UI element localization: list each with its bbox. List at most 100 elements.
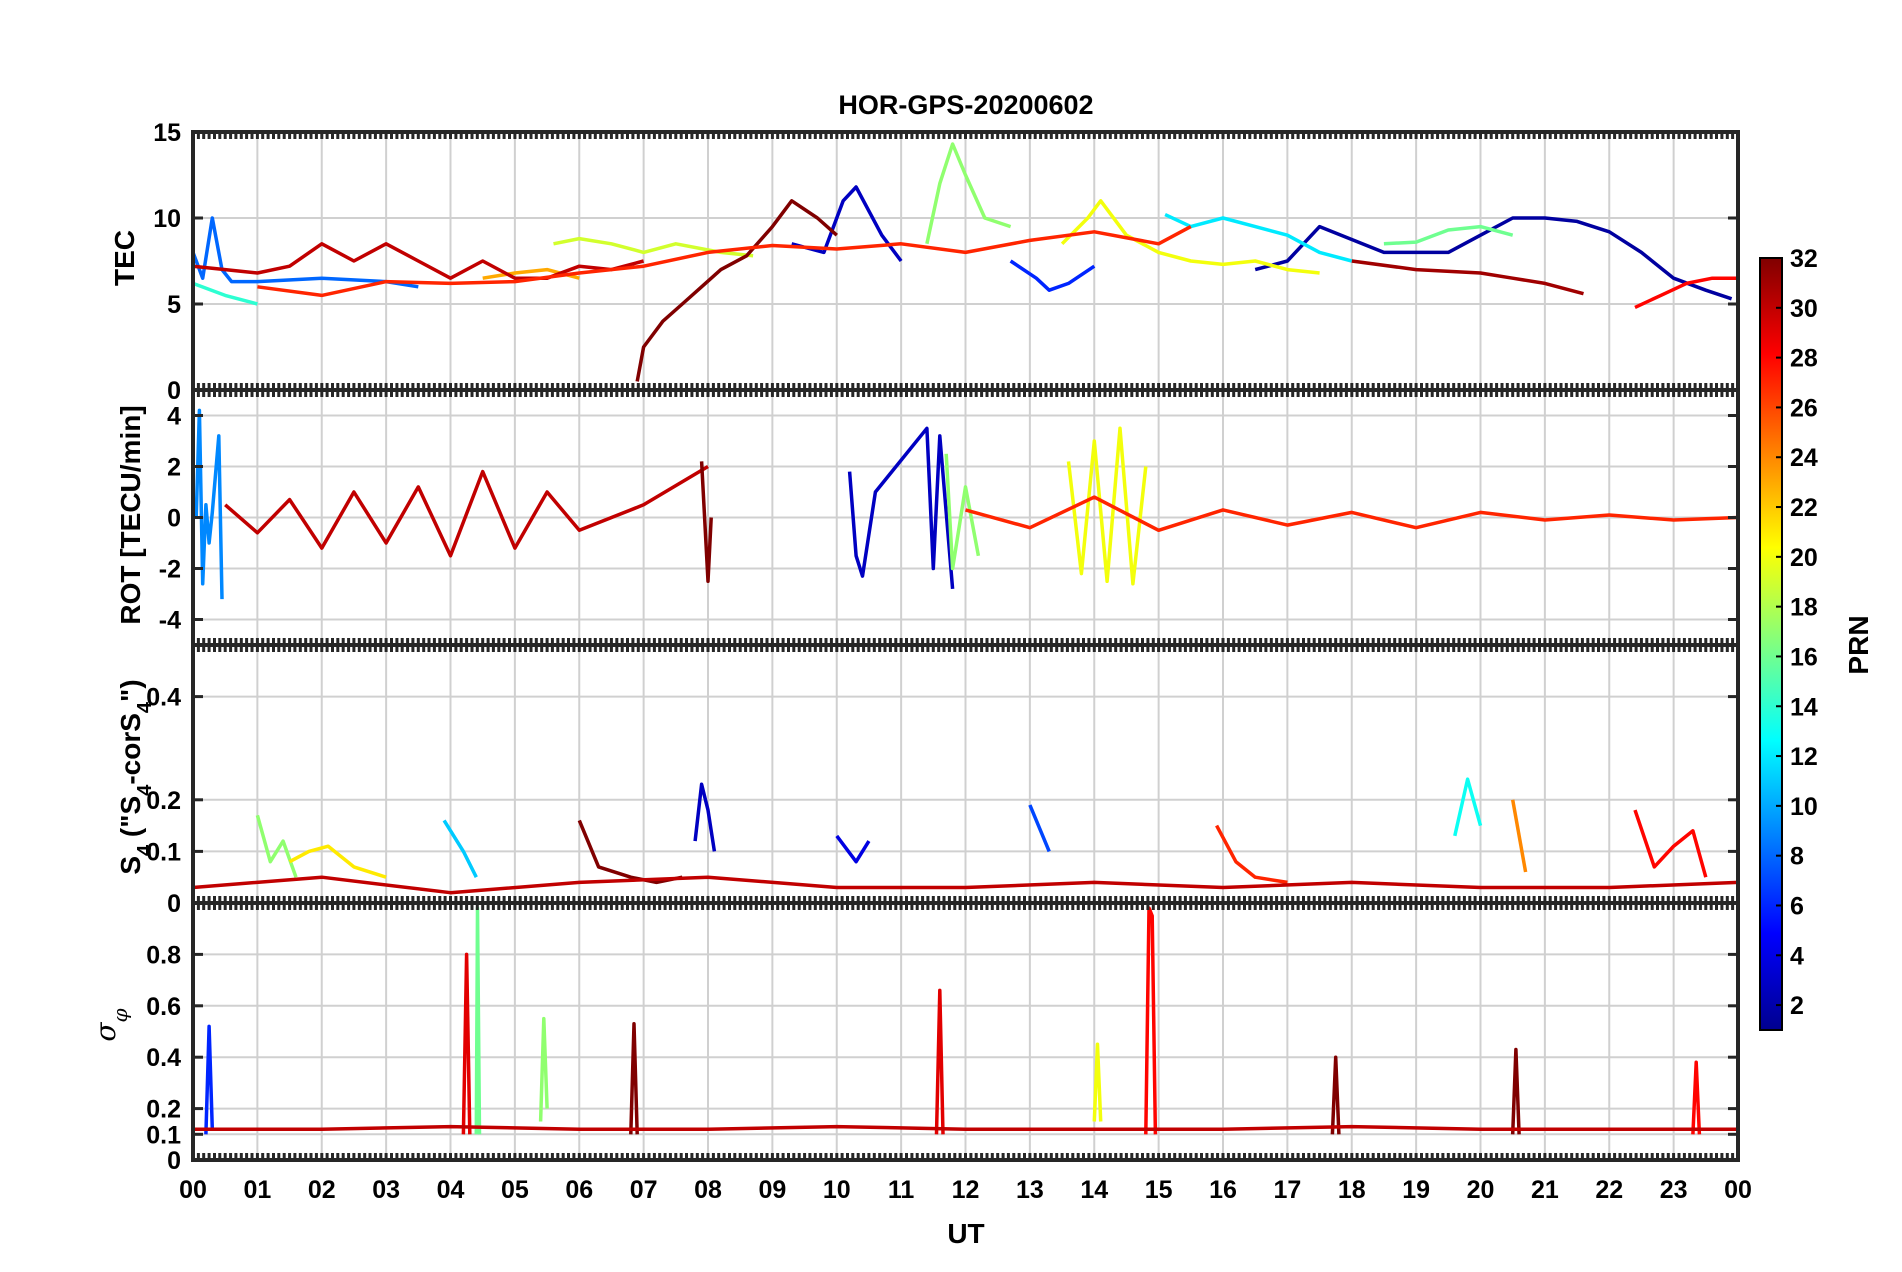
y-tick-label-rot: 0: [167, 505, 181, 533]
x-tick-label: 04: [437, 1176, 465, 1204]
colorbar-tick-label: 8: [1790, 843, 1804, 871]
series-rot-prn17: [944, 453, 981, 571]
x-tick-label: 06: [565, 1176, 593, 1204]
series-sigma-prn20: [1092, 1042, 1103, 1122]
series-s4-prn4: [835, 834, 871, 864]
series-tec-prn14: [192, 281, 258, 306]
x-tick-label: 02: [308, 1176, 336, 1204]
colorbar-tick-label: 16: [1790, 643, 1818, 671]
y-tick-label-tec: 5: [167, 291, 181, 319]
y-tick-label-rot: -2: [159, 556, 181, 584]
series-s4-prn24: [1510, 799, 1528, 873]
ylabel-sigma: σφ: [89, 1008, 132, 1041]
x-tick-label: 05: [501, 1176, 529, 1204]
y-tick-label-rot: 4: [167, 403, 181, 431]
x-tick-label: 23: [1660, 1176, 1688, 1204]
x-tick-label: 13: [1016, 1176, 1044, 1204]
x-tick-label: 10: [823, 1176, 851, 1204]
series-sigma-prn32: [1330, 1055, 1341, 1135]
minor-x-ticks: [191, 390, 1740, 645]
series-tec-prn20: [1060, 199, 1320, 275]
ylabel-s4: S4 ("S4-corS4"): [115, 679, 156, 874]
y-tick-label-s4: 0: [167, 890, 181, 918]
series-rot-prn27: [965, 495, 1739, 533]
x-tick-label: 12: [952, 1176, 980, 1204]
series-sigma-prn32: [629, 1022, 639, 1135]
x-tick-label: 00: [1724, 1176, 1752, 1204]
colorbar-tick-label: 10: [1790, 793, 1818, 821]
series-tec-prn28: [1634, 276, 1738, 309]
series-s4-prn17: [255, 814, 298, 878]
x-tick-label: 07: [630, 1176, 658, 1204]
x-tick-label: 09: [758, 1176, 786, 1204]
series-sigma-prn32: [1510, 1047, 1521, 1135]
x-tick-label: 15: [1145, 1176, 1173, 1204]
series-tec-prn17: [925, 142, 1012, 245]
series-rot-prn3: [847, 426, 955, 590]
y-tick-label-sigma: 0: [167, 1147, 181, 1175]
x-tick-label: 22: [1595, 1176, 1623, 1204]
colorbar-tick-label: 2: [1790, 992, 1804, 1020]
x-tick-label: 18: [1338, 1176, 1366, 1204]
minor-x-ticks: [191, 645, 1740, 903]
colorbar-tick-label: 18: [1790, 594, 1818, 622]
series-tec-prn8: [191, 216, 419, 289]
series-sigma-prn17: [538, 1016, 549, 1122]
series-tec-prn27: [257, 225, 1192, 298]
series-sigma-prn28: [1144, 906, 1158, 1135]
y-tick-label-tec: 0: [167, 377, 181, 405]
series-tec-prn32: [635, 199, 838, 382]
colorbar-tick-label: 30: [1790, 295, 1818, 323]
series-s4-prn30: [192, 875, 1739, 895]
y-tick-label-tec: 15: [153, 119, 181, 147]
x-tick-label: 14: [1080, 1176, 1108, 1204]
y-tick-label-sigma: 0.8: [146, 941, 181, 969]
series-s4-prn11: [442, 819, 478, 878]
colorbar-tick-label: 6: [1790, 892, 1804, 920]
chart-title: HOR-GPS-20200602: [838, 90, 1093, 120]
x-tick-label: 16: [1209, 1176, 1237, 1204]
series-s4-prn21: [288, 844, 387, 879]
series-tec-prn2: [1254, 216, 1733, 301]
y-tick-label-s4: 0.4: [146, 684, 181, 712]
xlabel: UT: [947, 1218, 984, 1249]
colorbar-tick-label: 22: [1790, 494, 1818, 522]
series-sigma-prn29: [934, 988, 945, 1135]
y-tick-label-sigma: 0.6: [146, 993, 181, 1021]
x-tick-label: 20: [1467, 1176, 1495, 1204]
series-sigma-prn6: [204, 1024, 215, 1135]
y-tick-label-sigma: 0.1: [146, 1121, 181, 1149]
series-tec-prn3: [791, 185, 903, 263]
x-tick-label: 17: [1273, 1176, 1301, 1204]
minor-x-ticks: [191, 132, 1740, 390]
x-tick-label: 11: [888, 1176, 915, 1204]
series-s4-prn3: [693, 782, 717, 852]
colorbar-tick-label: 26: [1790, 394, 1818, 422]
y-tick-label-s4: 0.1: [146, 838, 181, 866]
y-tick-label-tec: 10: [153, 205, 181, 233]
x-tick-label: 19: [1402, 1176, 1430, 1204]
series-sigma-prn29: [461, 952, 472, 1135]
x-tick-label: 00: [179, 1176, 207, 1204]
series-rot-prn32: [699, 461, 713, 584]
colorbar-tick-label: 4: [1790, 942, 1804, 970]
y-tick-label-sigma: 0.2: [146, 1096, 181, 1124]
minor-x-ticks: [191, 903, 1740, 1160]
x-tick-label: 08: [694, 1176, 722, 1204]
y-tick-label-s4: 0.2: [146, 787, 181, 815]
colorbar-tick-label: 20: [1790, 544, 1818, 572]
colorbar-tick-label: 14: [1790, 693, 1818, 721]
y-tick-label-sigma: 0.4: [146, 1044, 181, 1072]
series-s4-prn7: [1028, 804, 1051, 853]
series-rot-prn30: [224, 464, 709, 558]
series-rot-prn20: [1066, 426, 1148, 586]
ylabel-rot: ROT [TECU/min]: [115, 405, 146, 624]
series-sigma-prn30: [193, 1124, 1738, 1131]
panel-tec: 0 5 10 15: [153, 119, 1740, 405]
colorbar-label: PRN: [1843, 615, 1874, 674]
series-tec-prn31: [1351, 259, 1584, 296]
y-tick-label-rot: 2: [167, 454, 181, 482]
